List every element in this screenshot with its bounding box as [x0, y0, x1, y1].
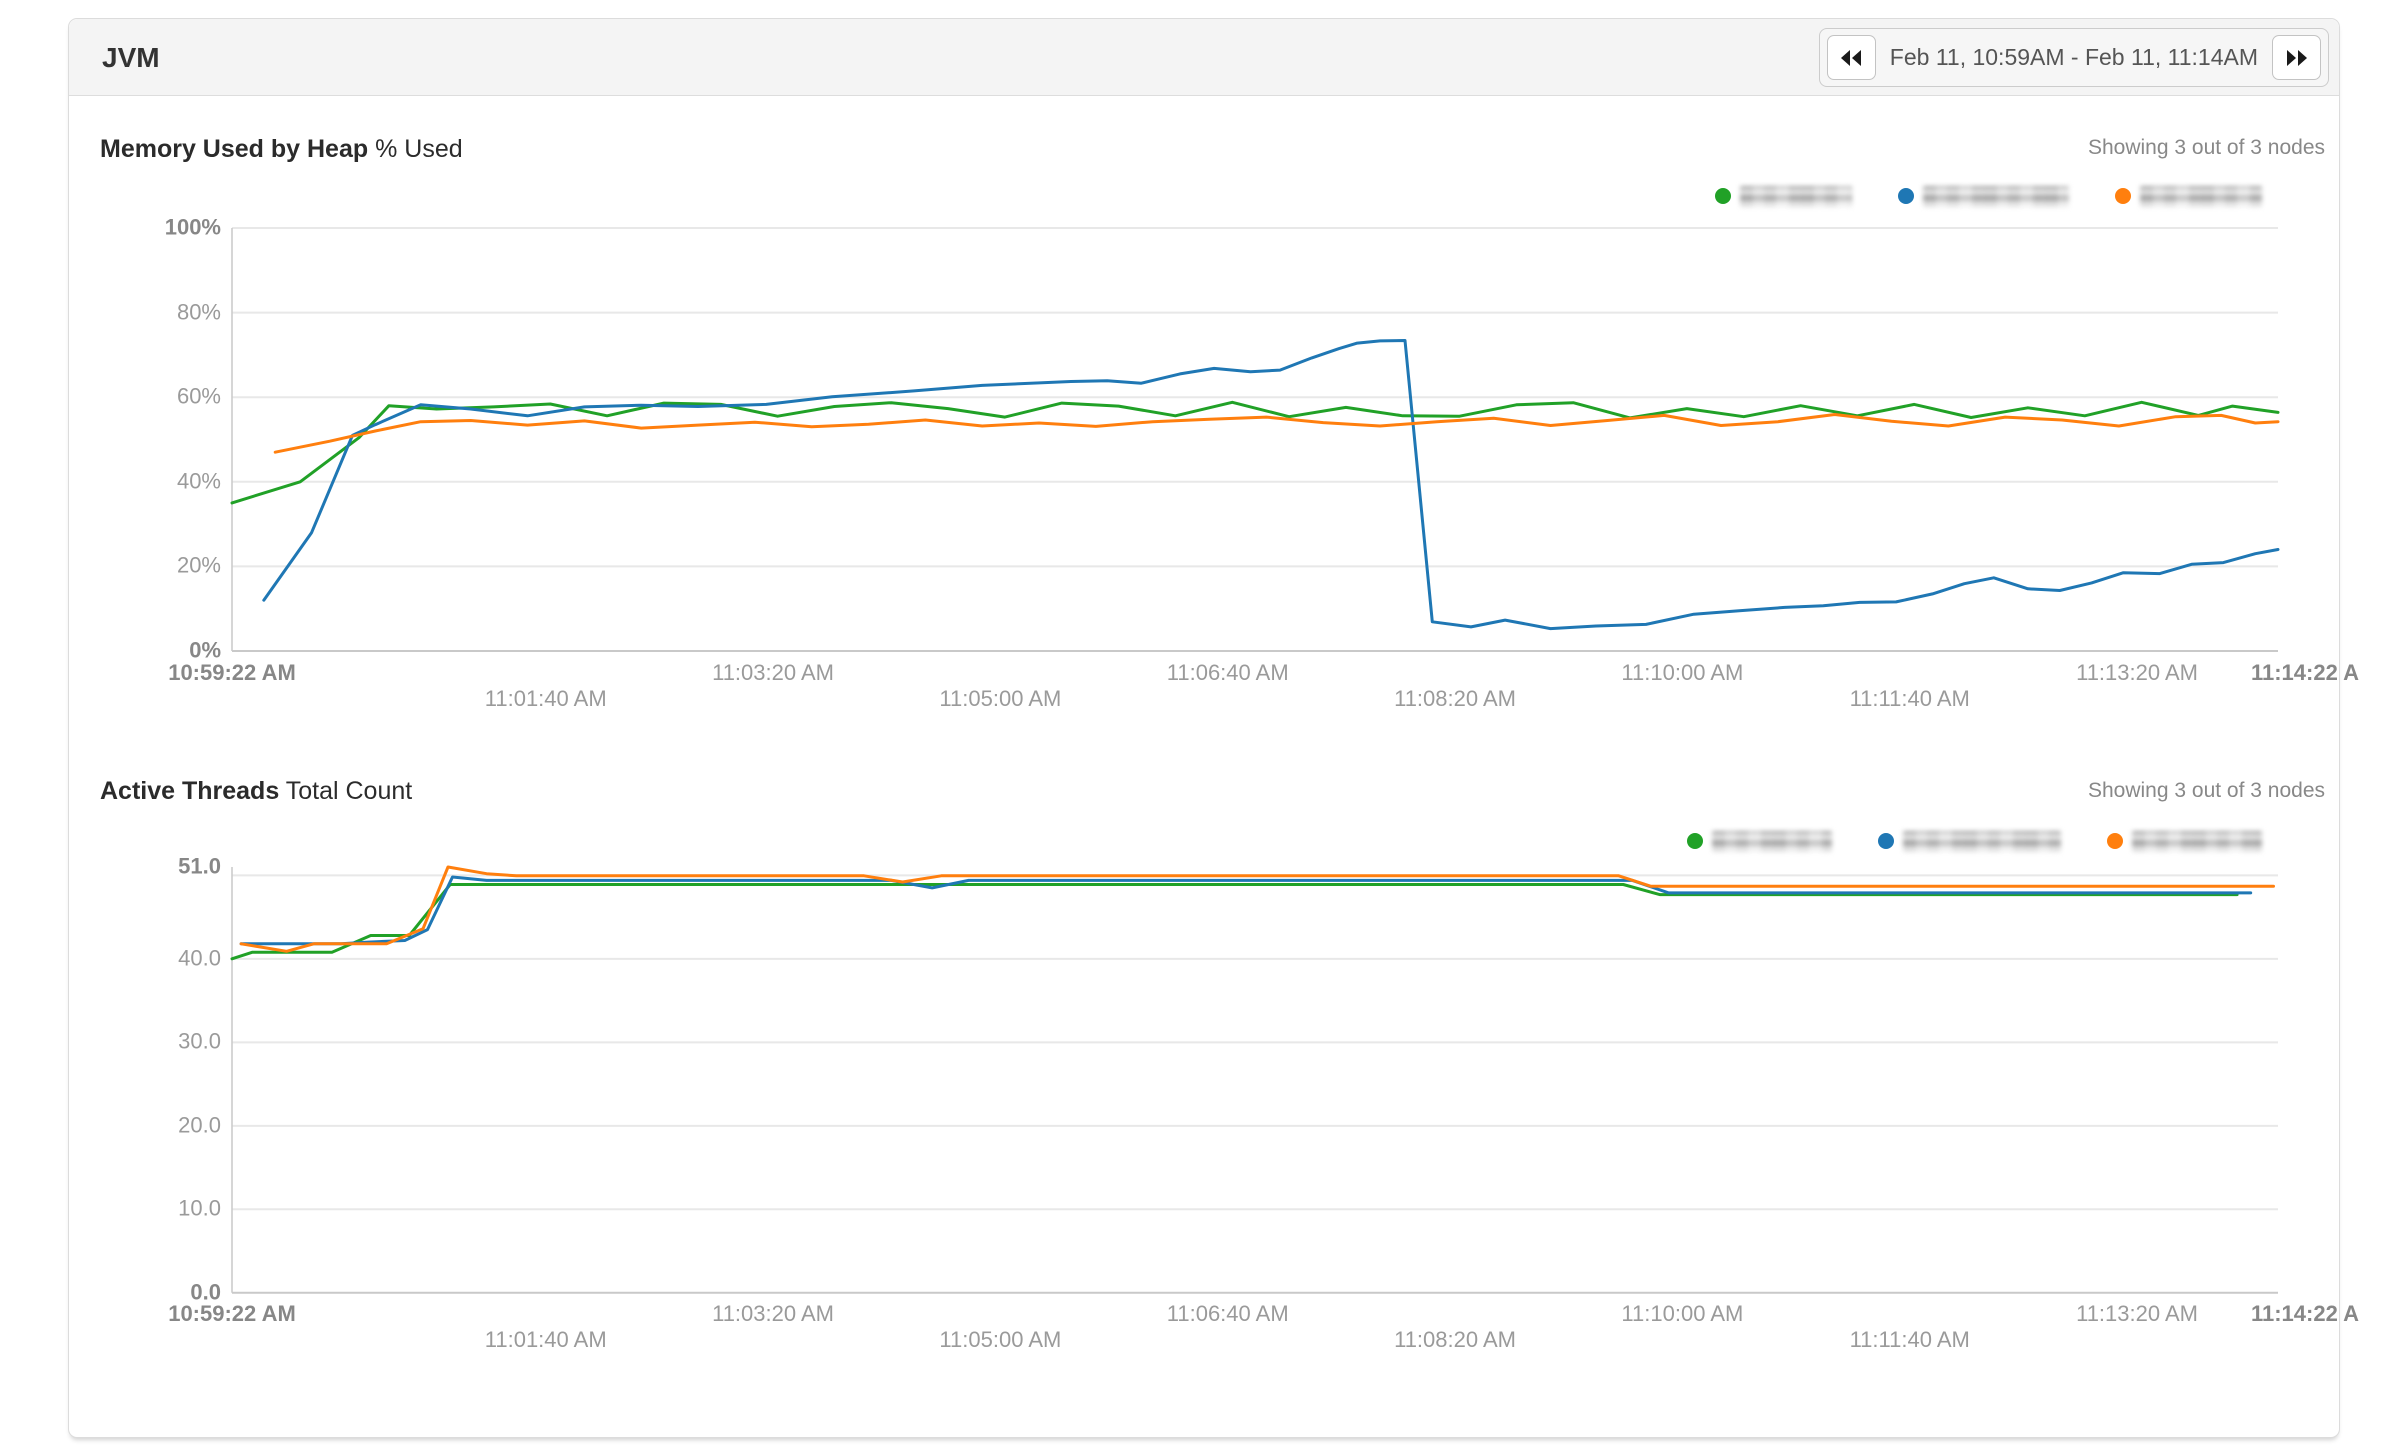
- x-tick-label: 11:13:20 AM: [2076, 660, 2198, 685]
- x-tick-label: 11:11:40 AM: [1849, 1327, 1970, 1352]
- chart-title: Active Threads Total Count: [100, 777, 412, 806]
- chart-title-main: Active Threads: [100, 777, 280, 805]
- y-tick-label: 30.0: [178, 1028, 221, 1054]
- y-tick-label: 10.0: [178, 1195, 221, 1221]
- legend-item-node-2[interactable]: [1878, 830, 2061, 852]
- chart-title-main: Memory Used by Heap: [100, 135, 369, 163]
- series-line-green: [230, 882, 2239, 960]
- panel-title: JVM: [102, 42, 160, 73]
- x-tick-label: 10:59:22 AM: [168, 660, 296, 685]
- plot-svg: [230, 227, 2280, 652]
- x-tick-label: 11:05:00 AM: [939, 686, 1062, 711]
- x-tick-label: 11:03:20 AM: [712, 660, 834, 685]
- legend-dot: [2115, 188, 2131, 204]
- x-tick-label: 11:08:20 AM: [1394, 1327, 1516, 1352]
- chart-title-sub: Total Count: [285, 777, 413, 805]
- time-back-button[interactable]: [1826, 35, 1876, 80]
- y-tick-label: 100%: [164, 214, 221, 240]
- legend-label-redacted: [1903, 830, 2061, 852]
- rewind-icon: [1838, 48, 1864, 68]
- x-tick-label: 10:59:22 AM: [168, 1301, 296, 1326]
- legend-dot: [1898, 188, 1914, 204]
- legend-label-redacted: [1923, 185, 2069, 207]
- series-line-blue: [262, 339, 2280, 631]
- x-tick-label: 11:10:00 AM: [1621, 1301, 1744, 1326]
- legend-label-redacted: [1740, 185, 1852, 207]
- legend: [1687, 828, 2262, 854]
- legend-dot: [1715, 188, 1731, 204]
- nodes-note: Showing 3 out of 3 nodes: [2087, 779, 2325, 802]
- x-tick-label: 11:13:20 AM: [2076, 1301, 2198, 1326]
- nodes-note: Showing 3 out of 3 nodes: [2087, 136, 2325, 159]
- x-tick-label: 11:11:40 AM: [1849, 686, 1970, 711]
- series-line-green: [230, 400, 2280, 505]
- x-tick-label: 11:01:40 AM: [484, 1327, 607, 1352]
- legend-label-redacted: [2132, 830, 2262, 852]
- fast-forward-icon: [2284, 48, 2310, 68]
- legend-item-node-1[interactable]: [1687, 830, 1832, 852]
- y-tick-label: 0.0: [190, 1278, 221, 1304]
- time-range-label: Feb 11, 10:59AM - Feb 11, 11:14AM: [1889, 44, 2258, 70]
- y-tick-label: 80%: [176, 299, 221, 325]
- time-range-control: Feb 11, 10:59AM - Feb 11, 11:14AM: [1818, 28, 2329, 87]
- chart-title-sub: % Used: [375, 135, 463, 163]
- legend-dot: [1687, 833, 1703, 849]
- x-tick-label: 11:03:20 AM: [712, 1301, 834, 1326]
- y-tick-label: 40%: [176, 468, 221, 494]
- y-tick-label: 20.0: [178, 1111, 221, 1137]
- time-forward-button[interactable]: [2272, 35, 2321, 80]
- x-tick-label: 11:14:22 A: [2250, 660, 2360, 685]
- legend-label-redacted: [1712, 830, 1832, 852]
- x-tick-label: 11:14:22 A: [2250, 1301, 2360, 1326]
- legend-item-node-3[interactable]: [2115, 185, 2262, 207]
- panel-header: JVM Feb 11, 10:59AM - Feb 11, 11:14AM: [69, 19, 2339, 96]
- chart-title: Memory Used by Heap % Used: [100, 135, 463, 164]
- y-tick-label: 20%: [176, 552, 221, 578]
- x-tick-label: 11:06:40 AM: [1166, 660, 1289, 685]
- y-tick-label: 40.0: [178, 945, 221, 971]
- series-line-orange: [239, 865, 2275, 953]
- legend-dot: [1878, 833, 1894, 849]
- y-tick-label: 60%: [176, 383, 221, 409]
- y-tick-label: 0%: [189, 637, 221, 663]
- plot-svg: [230, 865, 2278, 1294]
- legend-dot: [2107, 833, 2123, 849]
- legend-item-node-2[interactable]: [1898, 185, 2069, 207]
- series-line-orange: [273, 413, 2280, 454]
- x-tick-label: 11:06:40 AM: [1166, 1301, 1289, 1326]
- x-tick-label: 11:05:00 AM: [939, 1327, 1062, 1352]
- legend-item-node-1[interactable]: [1715, 185, 1852, 207]
- x-tick-label: 11:08:20 AM: [1394, 686, 1516, 711]
- jvm-panel: JVM Feb 11, 10:59AM - Feb 11, 11:14AM: [68, 18, 2340, 1438]
- legend-label-redacted: [2140, 185, 2262, 207]
- legend-item-node-3[interactable]: [2107, 830, 2262, 852]
- legend: [1715, 183, 2262, 209]
- y-tick-label: 51.0: [178, 853, 221, 879]
- x-tick-label: 11:01:40 AM: [484, 686, 607, 711]
- x-tick-label: 11:10:00 AM: [1621, 660, 1744, 685]
